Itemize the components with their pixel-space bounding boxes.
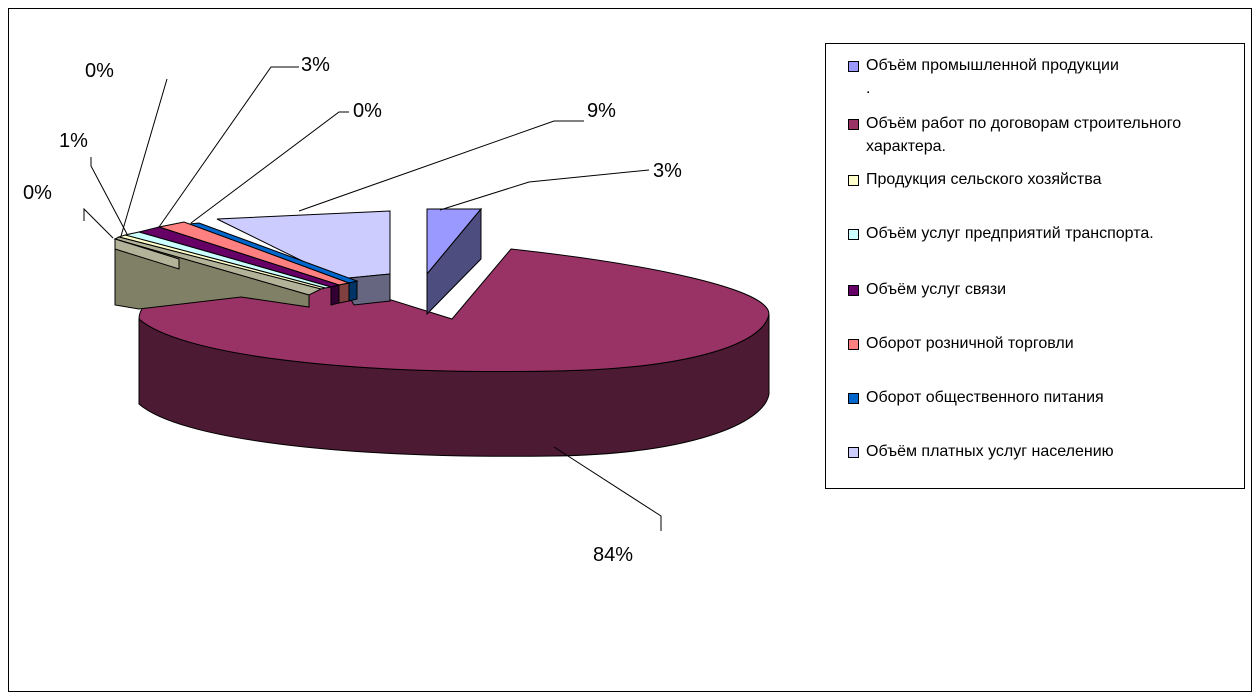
legend-label: Оборот розничной торговли [866,335,1074,352]
leader-line [83,207,114,239]
pie-slice-side [348,280,358,302]
chart-area: 3% 9% 0% 3% 1% 0% 0% 84% Объём промышленной про… [8,8,1252,692]
data-label: 1% [59,130,88,152]
legend-label: Объём услуг связи [866,281,1007,298]
data-label: 3% [301,54,330,76]
leader-line [90,157,128,235]
legend-item: Продукция сельского хозяйства [848,168,1226,191]
pie-chart: 3% 9% 0% 3% 1% 0% 0% 84% [23,54,770,566]
legend: Объём промышленной продукции . Объём раб… [825,43,1245,489]
legend-swatch [848,393,859,404]
legend-swatch [848,119,859,130]
data-label: 0% [353,100,382,122]
legend-swatch [848,175,859,186]
pie-slice-side [338,282,350,304]
legend-swatch [848,61,859,72]
legend-item: Оборот розничной торговли [848,332,1226,355]
legend-label: Объём услуг предприятий транспорта. [866,225,1154,242]
legend-item: Объём платных услуг населению [848,440,1226,463]
leader-line [120,78,168,237]
data-label: 3% [653,160,682,182]
legend-label: Объём платных услуг населению [866,443,1114,460]
legend-item: Объём работ по договорам строительного х… [848,112,1226,158]
legend-item: Оборот общественного питания [848,386,1226,409]
legend-swatch [848,285,859,296]
data-label: 0% [23,182,52,204]
legend-label: Объём работ по договорам строительного х… [866,115,1182,155]
legend-label: Продукция сельского хозяйства [866,171,1102,188]
legend-item: Объём услуг связи [848,278,1226,301]
data-label: 84% [593,544,633,566]
leader-line [553,446,662,531]
leader-line [439,169,650,211]
data-label: 9% [587,100,616,122]
legend-swatch [848,339,859,350]
leader-line [190,111,349,224]
legend-swatch [848,447,859,458]
pie-slice-side [330,284,340,306]
pie-slice-side [426,207,482,316]
pie-slice [114,238,180,270]
legend-swatch [848,229,859,240]
legend-item: Объём услуг предприятий транспорта. [848,222,1226,245]
legend-label: Оборот общественного питания [866,389,1104,406]
leader-line [298,120,584,212]
legend-item: Объём промышленной продукции . [848,54,1226,100]
legend-label: Объём промышленной продукции . [866,57,1119,97]
data-label: 0% [85,60,114,82]
leader-line [158,66,299,228]
